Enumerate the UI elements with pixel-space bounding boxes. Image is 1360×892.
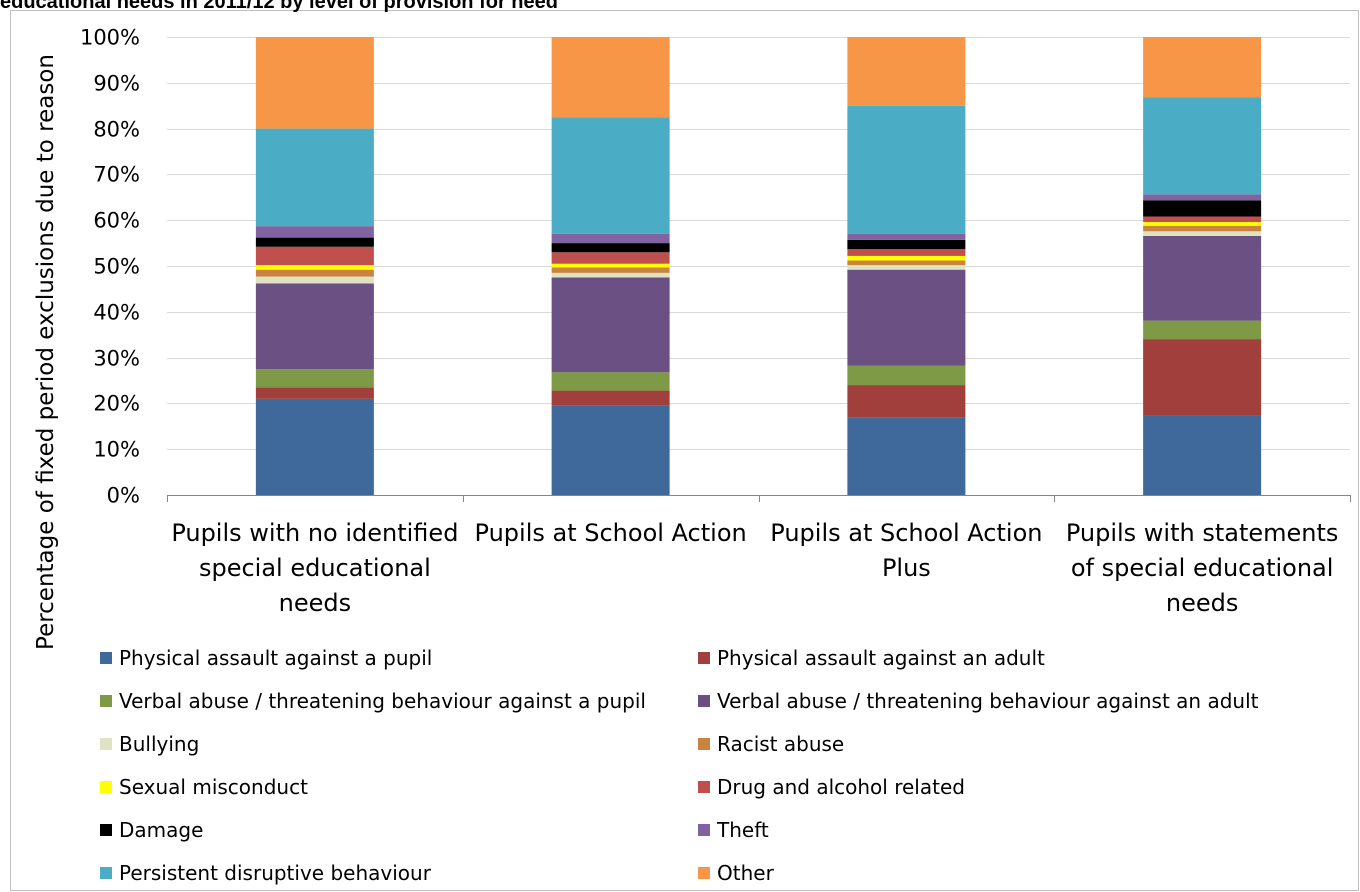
bar-segment xyxy=(847,365,966,386)
bar-segment xyxy=(1143,339,1262,416)
bar-segment xyxy=(551,117,670,234)
bar-segment xyxy=(1143,222,1262,226)
x-category-label: Pupils at School Action xyxy=(770,519,1042,547)
y-axis-title: Percentage of fixed period exclusions du… xyxy=(33,54,59,650)
x-category-label: Pupils with statements xyxy=(1066,519,1339,547)
bar-segment xyxy=(551,267,670,273)
bar-segment xyxy=(551,372,670,391)
bar-segment xyxy=(847,239,966,250)
bar-segment xyxy=(847,255,966,261)
bar-segment xyxy=(255,37,374,129)
bar-segment xyxy=(255,269,374,277)
x-category-label: Pupils with no identified xyxy=(171,519,458,547)
bar-segment xyxy=(551,263,670,268)
bar-segment xyxy=(847,37,966,106)
bar-segment xyxy=(1143,37,1262,98)
y-tick-label: 30% xyxy=(93,347,140,371)
bar-segment xyxy=(847,265,966,270)
y-tick-label: 40% xyxy=(93,301,140,325)
bar-segment xyxy=(1143,194,1262,201)
bar-segment xyxy=(551,405,670,495)
x-category-label: special educational xyxy=(199,554,431,582)
bar-segment xyxy=(255,128,374,227)
x-category-label: of special educational xyxy=(1071,554,1334,582)
bar-segment xyxy=(847,269,966,366)
bar-segment xyxy=(847,385,966,418)
bar-segment xyxy=(255,387,374,399)
bar-segment xyxy=(847,249,966,256)
y-tick-label: 80% xyxy=(93,118,140,142)
bar-segment xyxy=(551,272,670,278)
bar-segment xyxy=(1143,415,1262,495)
y-tick-label: 0% xyxy=(107,484,140,508)
bar-segment xyxy=(255,237,374,247)
bar-segment xyxy=(551,277,670,373)
bar-segment xyxy=(847,105,966,234)
bar-segment xyxy=(1143,320,1262,340)
bar-segment xyxy=(255,276,374,284)
x-category-label: Pupils at School Action xyxy=(475,519,747,547)
y-tick-label: 60% xyxy=(93,209,140,233)
bar-segment xyxy=(255,283,374,370)
bar-segment xyxy=(847,233,966,240)
y-tick-label: 10% xyxy=(93,438,140,462)
bar-segment xyxy=(255,369,374,388)
bar-segment xyxy=(551,243,670,253)
x-category-label: needs xyxy=(279,589,351,617)
y-tick-label: 100% xyxy=(80,26,140,50)
y-tick-label: 90% xyxy=(93,72,140,96)
bar-segment xyxy=(1143,97,1262,195)
bar-segment xyxy=(847,260,966,266)
bar-segment xyxy=(1143,235,1262,321)
y-tick-label: 50% xyxy=(93,255,140,279)
bar-segment xyxy=(551,390,670,406)
bar-segment xyxy=(255,246,374,266)
bar-segment xyxy=(1143,200,1262,217)
bar-segment xyxy=(1143,225,1262,232)
bar-segment xyxy=(551,233,670,244)
x-category-label: Plus xyxy=(882,554,931,582)
bar-segment xyxy=(255,265,374,270)
bar-segment xyxy=(551,252,670,264)
y-tick-label: 70% xyxy=(93,163,140,187)
chart-title: educational needs in 2011/12 by level of… xyxy=(0,0,558,13)
bar-segment xyxy=(255,226,374,238)
y-tick-label: 20% xyxy=(93,392,140,416)
bar-segment xyxy=(847,417,966,495)
chart-frame xyxy=(10,10,1359,891)
bar-segment xyxy=(1143,231,1262,236)
bar-segment xyxy=(255,398,374,495)
bar-segment xyxy=(1143,216,1262,223)
x-category-label: needs xyxy=(1166,589,1238,617)
bar-segment xyxy=(551,37,670,118)
